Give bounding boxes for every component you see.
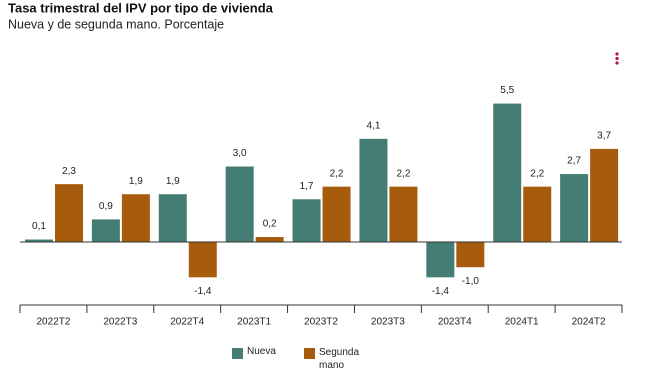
value-label: 3,0 — [233, 148, 247, 159]
x-tick-label: 2024T1 — [505, 317, 539, 328]
bar — [121, 194, 150, 243]
value-label: 2,7 — [567, 156, 581, 167]
bar — [322, 186, 351, 243]
value-label: 5,5 — [500, 85, 514, 96]
bar — [426, 242, 455, 278]
value-label: -1,4 — [194, 286, 212, 297]
bar — [91, 219, 120, 243]
value-label: 4,1 — [366, 120, 380, 131]
legend-label: Segunda mano — [319, 347, 360, 371]
x-tick-label: 2022T3 — [103, 317, 137, 328]
value-label: 0,9 — [99, 201, 113, 212]
bar — [560, 174, 589, 243]
value-label: 2,3 — [62, 166, 76, 177]
x-tick-label: 2023T1 — [237, 317, 271, 328]
bar — [359, 138, 388, 243]
bar — [292, 199, 321, 243]
value-label: 1,7 — [300, 181, 314, 192]
bar — [389, 186, 418, 243]
bar — [255, 237, 284, 243]
bar — [225, 166, 254, 243]
x-tick-label: 2022T2 — [36, 317, 70, 328]
value-label: 1,9 — [166, 176, 180, 187]
menu-icon[interactable] — [615, 52, 619, 65]
x-tick-label: 2024T2 — [572, 317, 606, 328]
legend-item: Nueva — [232, 346, 276, 359]
bar — [493, 103, 522, 243]
bar — [523, 186, 552, 243]
value-label: 2,2 — [396, 168, 410, 179]
bar — [590, 148, 619, 243]
value-label: 0,2 — [263, 219, 277, 230]
value-label: 3,7 — [597, 131, 611, 142]
value-label: 1,9 — [129, 176, 143, 187]
x-tick-label: 2023T4 — [438, 317, 472, 328]
value-label: 2,2 — [530, 168, 544, 179]
value-label: 0,1 — [32, 221, 46, 232]
bar — [188, 242, 217, 278]
bar — [158, 194, 187, 243]
value-label: -1,4 — [432, 286, 450, 297]
legend-item: Segunda mano — [304, 346, 374, 371]
legend-label: Nueva — [247, 346, 276, 357]
bar — [25, 239, 53, 243]
legend-swatch — [304, 348, 315, 359]
bar — [55, 184, 83, 243]
value-label: -1,0 — [462, 276, 480, 287]
x-tick-label: 2022T4 — [170, 317, 204, 328]
chart-title: Tasa trimestral del IPV por tipo de vivi… — [8, 0, 274, 15]
chart-subtitle: Nueva y de segunda mano. Porcentaje — [8, 17, 224, 31]
x-tick-label: 2023T2 — [304, 317, 338, 328]
legend-swatch — [232, 348, 243, 359]
value-label: 2,2 — [330, 168, 344, 179]
x-tick-label: 2023T3 — [371, 317, 405, 328]
bar — [456, 242, 485, 268]
